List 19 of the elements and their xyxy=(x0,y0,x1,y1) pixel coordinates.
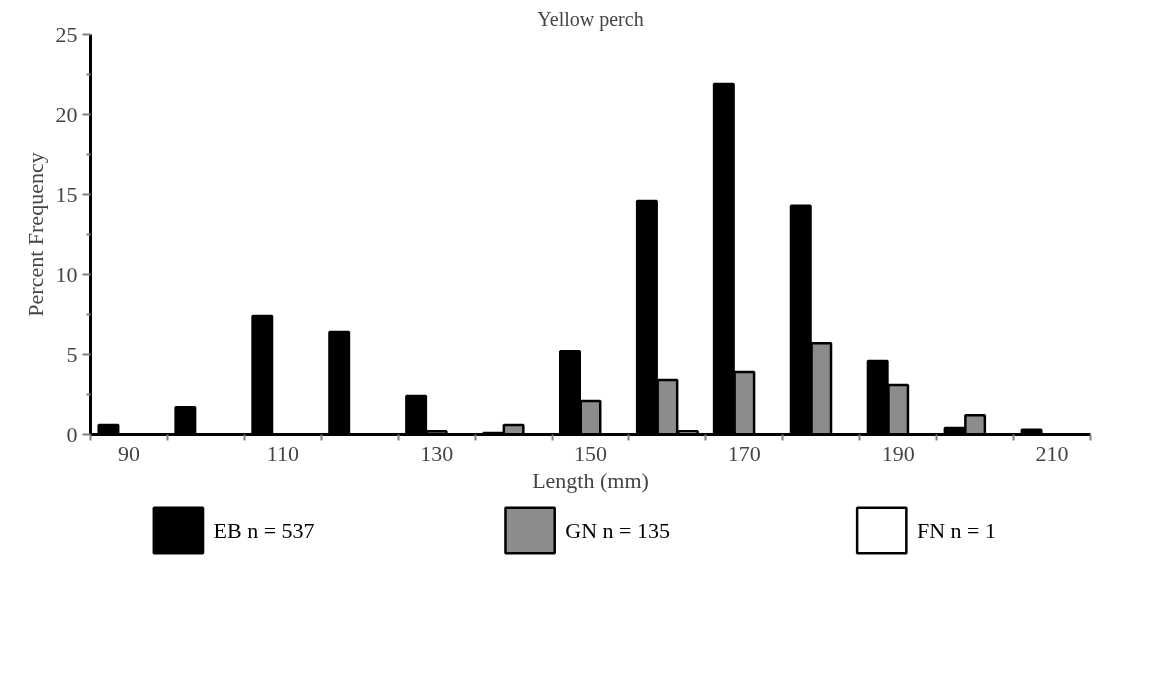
x-tick-label: 190 xyxy=(881,440,915,466)
y-tick-label: 25 xyxy=(55,21,78,47)
y-axis-title: Percent Frequency xyxy=(22,152,48,317)
x-tick-label: 110 xyxy=(266,440,299,466)
y-tick-label: 0 xyxy=(66,421,78,447)
legend-label: GN n = 135 xyxy=(565,518,670,543)
x-tick-label: 170 xyxy=(727,440,761,466)
y-tick-label: 10 xyxy=(55,261,78,287)
x-tick-label: 210 xyxy=(1035,440,1069,466)
chart-title: Yellow perch xyxy=(537,7,644,31)
y-tick-label: 20 xyxy=(55,101,78,127)
y-tick-label: 15 xyxy=(55,181,78,207)
legend-label: EB n = 537 xyxy=(213,518,315,543)
x-tick-label: 150 xyxy=(574,440,607,466)
x-axis-title: Length (mm) xyxy=(532,467,649,493)
legend-label: FN n = 1 xyxy=(916,518,996,543)
y-tick-label: 5 xyxy=(66,341,78,367)
x-tick-label: 90 xyxy=(117,440,140,466)
x-tick-label: 130 xyxy=(420,440,454,466)
